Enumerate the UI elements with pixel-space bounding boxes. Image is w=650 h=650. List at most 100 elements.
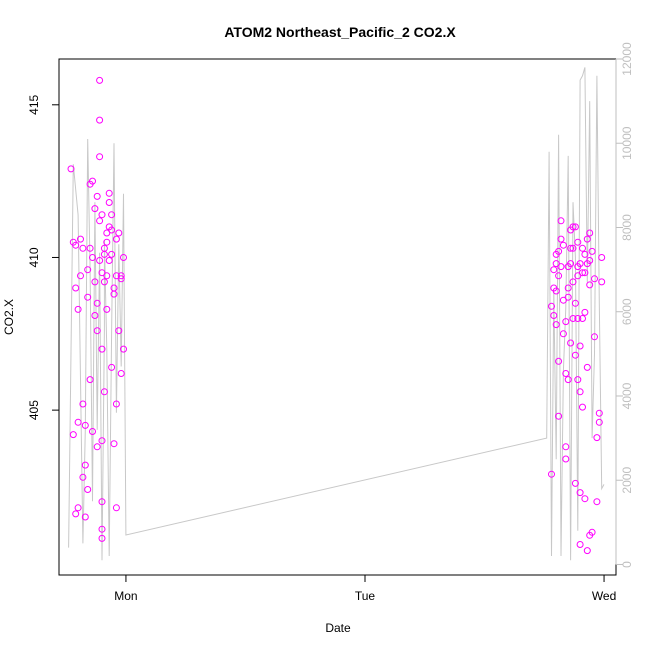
y2-tick-label: 10000 [620,126,634,160]
data-point [81,461,89,469]
data-point [108,250,116,258]
data-point [91,205,99,213]
data-point [100,244,108,252]
data-point [105,189,113,197]
data-point [581,250,589,258]
data-point [115,327,123,335]
data-point [579,315,586,322]
data-point [84,486,92,493]
data-point [84,266,92,274]
data-point [108,226,116,234]
data-point [79,244,87,252]
data-point [117,370,125,377]
data-point [98,269,106,277]
data-point [571,223,579,231]
data-point [579,244,586,252]
data-point [557,217,565,225]
axis-layer: Mon Tue Wed 405 410 415 0 2000 4000 6000 8000 10000… [27,42,634,603]
data-point [591,333,598,341]
data-point [81,513,89,521]
data-point [555,412,563,420]
data-point [559,241,567,249]
y-tick-label: 415 [27,94,41,114]
data-point [552,287,560,295]
y2-tick-label: 2000 [620,467,634,494]
data-point [548,470,555,478]
data-point [112,235,120,243]
data-point [588,247,596,255]
data-point [79,473,87,481]
data-point [108,211,116,219]
data-point [552,321,560,329]
data-point [89,428,96,435]
data-point [550,266,558,274]
y2-tick-label: 6000 [620,298,634,325]
data-point [110,440,118,448]
data-point [555,357,563,365]
y-axis-label: CO2.X [2,299,16,335]
data-point [569,244,577,252]
data-point [103,305,111,313]
data-point [567,339,575,347]
data-point [586,257,594,264]
data-point [77,235,84,243]
data-point [100,278,108,286]
y-tick-label: 405 [27,400,41,420]
data-point [93,443,101,451]
data-point [103,238,111,246]
data-point [72,284,80,292]
data-point [91,278,99,286]
data-point [98,437,106,445]
data-point [110,290,118,298]
y2-tick-label: 8000 [620,214,634,241]
data-point [93,327,101,335]
data-point [67,165,75,173]
data-point [583,363,591,371]
data-point [555,272,563,280]
data-point [105,199,113,206]
data-point [576,388,584,396]
data-point [567,244,575,252]
data-point [117,275,125,283]
data-point [96,217,104,225]
data-point [593,434,601,442]
data-point [91,312,99,319]
data-point [120,254,127,261]
data-point [598,254,606,261]
data-point [591,275,598,283]
data-point [562,370,570,377]
data-point [579,403,586,411]
data-point [74,305,82,313]
data-point [96,76,104,84]
data-point [588,528,596,536]
data-point [581,269,589,277]
data-point [571,351,579,359]
data-point [84,293,92,301]
data-point [81,421,89,429]
data-point [557,263,565,271]
data-point [79,400,87,408]
data-point [89,177,96,185]
data-point [98,498,106,506]
data-point [564,284,572,292]
data-point [96,153,104,161]
data-point [581,308,589,316]
data-point [108,363,116,371]
data-point [579,269,586,277]
data-point [586,281,594,289]
data-point [569,278,577,286]
data-point [574,272,582,280]
data-point [98,345,106,353]
data-point [576,342,584,350]
data-point [120,345,127,353]
data-point [112,504,120,512]
data-point [562,318,570,326]
data-point [569,315,577,322]
series-line [68,67,605,561]
data-point [77,272,84,280]
data-point [571,479,579,487]
data-point [557,235,565,243]
data-point [574,238,582,246]
data-point [117,272,125,280]
